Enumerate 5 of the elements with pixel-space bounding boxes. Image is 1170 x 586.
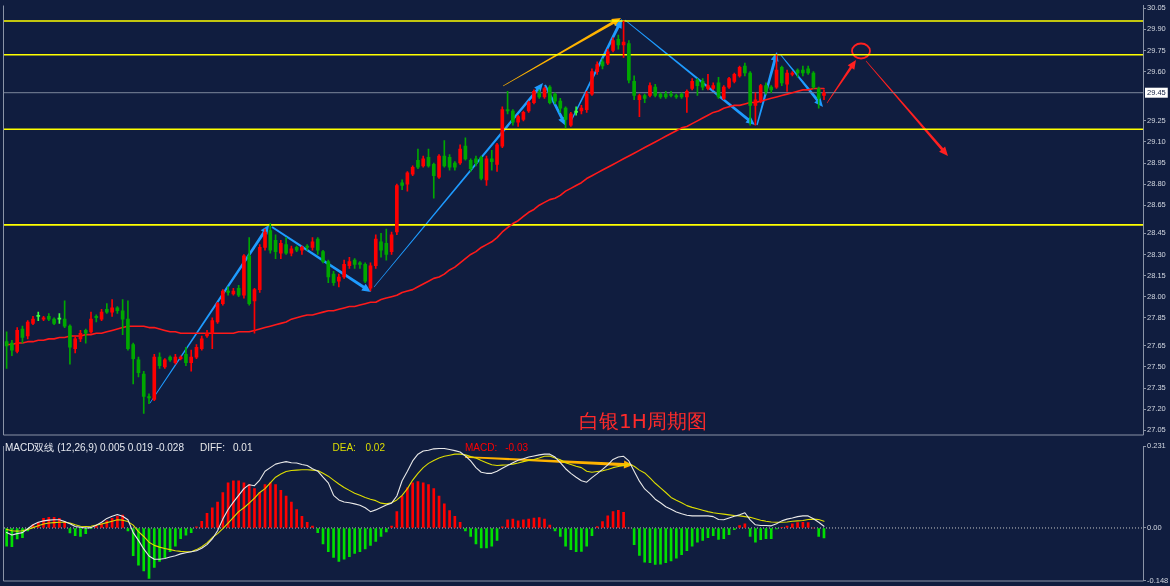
text: DIFF: 0.01 [200,441,253,453]
chart-title: MACD双线 (12,26,9) 0.005 0.019 -0.028 [5,441,185,453]
text: DEA: 0.02 [332,441,386,453]
text: MACD: -0.03 [465,441,529,453]
text: 白银1H周期图 [579,408,707,433]
